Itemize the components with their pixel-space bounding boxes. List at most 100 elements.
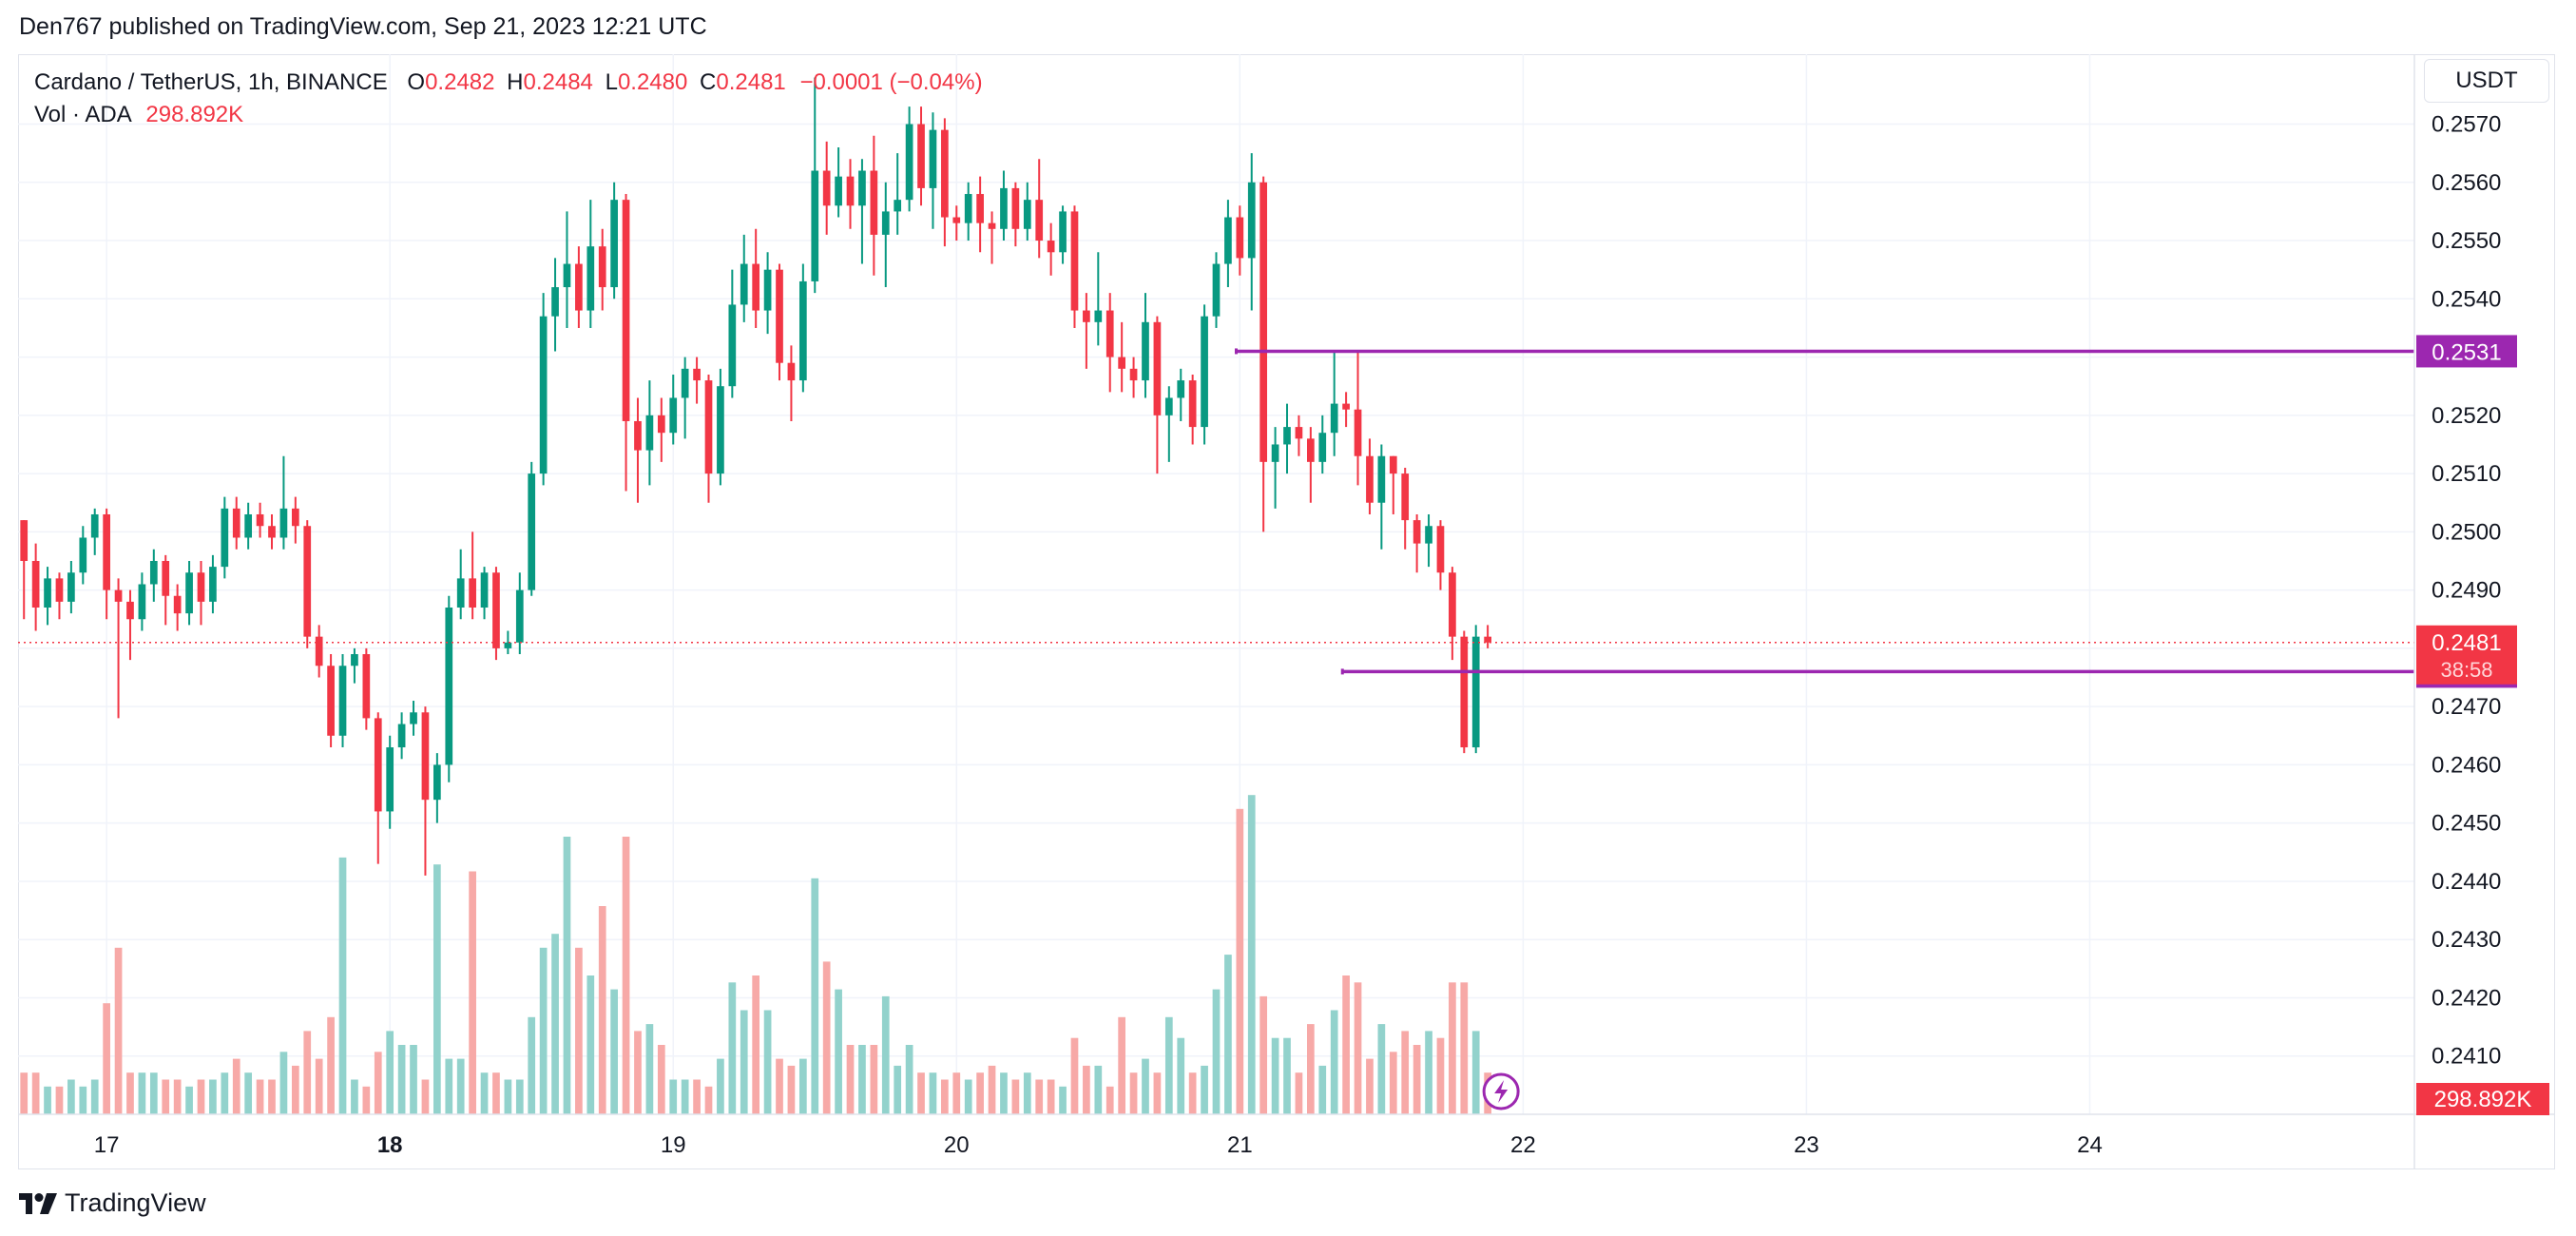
- candle-body: [575, 263, 583, 311]
- candle-body: [138, 584, 146, 620]
- candle-body: [351, 654, 358, 666]
- candle-body: [693, 368, 701, 381]
- volume-bar: [173, 1079, 182, 1114]
- volume-bar: [244, 1072, 253, 1114]
- candle-body: [551, 287, 559, 317]
- open-key: O: [407, 69, 426, 95]
- volume-bar: [126, 1072, 134, 1114]
- candle-body: [787, 362, 796, 381]
- volume-bar: [717, 1058, 724, 1114]
- candle-body: [386, 747, 394, 812]
- volume-bar: [894, 1065, 902, 1114]
- volume-bar: [197, 1079, 205, 1114]
- volume-bar: [1164, 1016, 1173, 1114]
- candle-body: [149, 560, 158, 585]
- volume-bar: [610, 989, 618, 1114]
- volume-bar: [232, 1058, 240, 1114]
- y-tick-label: 0.2410: [2432, 1044, 2501, 1070]
- x-tick-label: 17: [94, 1132, 120, 1158]
- close-key: C: [700, 69, 717, 95]
- volume-bar: [693, 1079, 701, 1114]
- candle-body: [480, 572, 489, 608]
- candle-body: [44, 578, 51, 608]
- volume-bar: [20, 1072, 29, 1114]
- candle-body: [469, 578, 476, 608]
- x-tick-label: 18: [377, 1132, 403, 1158]
- level-lines[interactable]: [18, 348, 2414, 1110]
- tradingview-logo[interactable]: TradingView: [19, 1188, 206, 1218]
- volume-bar: [1105, 1086, 1114, 1114]
- candle-body: [752, 263, 760, 311]
- candle-body: [338, 666, 347, 736]
- currency-button[interactable]: USDT: [2424, 59, 2549, 103]
- candle-body: [410, 712, 417, 724]
- ohlc-row: Cardano / TetherUS, 1h, BINANCE O0.2482 …: [34, 67, 983, 99]
- candle-body: [858, 170, 866, 206]
- candle-body: [1188, 380, 1197, 428]
- volume-bar: [1188, 1072, 1197, 1114]
- candle-body: [1377, 455, 1386, 503]
- candle-body: [1354, 409, 1362, 456]
- volume-bar: [881, 995, 890, 1114]
- candle-body: [1000, 187, 1008, 229]
- volume-bar: [917, 1072, 925, 1114]
- volume-bar: [740, 1010, 748, 1114]
- volume-bar: [1011, 1079, 1020, 1114]
- volume-bar: [445, 1058, 453, 1114]
- volume-bar: [1083, 1065, 1090, 1114]
- volume-bar: [1271, 1037, 1279, 1114]
- y-tick-label: 0.2450: [2432, 811, 2501, 837]
- candle-body: [456, 578, 465, 608]
- volume-label[interactable]: Vol · ADA: [34, 102, 132, 127]
- candle-body: [90, 513, 99, 538]
- y-tick-label: 0.2490: [2432, 578, 2501, 604]
- volume-bar: [114, 947, 123, 1114]
- volume-value: 298.892K: [145, 102, 244, 127]
- candle-body: [445, 608, 453, 765]
- volume-bar: [1212, 989, 1221, 1114]
- candle-body: [1153, 321, 1162, 415]
- candle-body: [1164, 397, 1173, 415]
- volume-bar: [798, 1058, 807, 1114]
- candle-body: [681, 368, 689, 398]
- volume-bar: [492, 1072, 500, 1114]
- candle-body: [79, 537, 87, 573]
- volume-tag-text: 298.892K: [2434, 1087, 2532, 1112]
- candle-body: [1247, 182, 1256, 259]
- volume-tag: [2416, 1083, 2549, 1115]
- candle-body: [1484, 636, 1491, 643]
- volume-bar: [374, 1052, 382, 1114]
- candle-body: [563, 263, 571, 288]
- volume-bar: [221, 1072, 229, 1114]
- candle-body: [291, 508, 299, 527]
- candle-body: [610, 200, 618, 288]
- y-tick-label: 0.2500: [2432, 519, 2501, 545]
- candle-body: [1271, 444, 1279, 462]
- candle-body: [1295, 427, 1303, 439]
- volume-bar: [504, 1079, 512, 1114]
- chart-legend: Cardano / TetherUS, 1h, BINANCE O0.2482 …: [34, 67, 983, 131]
- candle-body: [209, 567, 217, 602]
- volume-bar: [31, 1072, 40, 1114]
- volume-bar: [1366, 1058, 1374, 1114]
- candles: [20, 77, 1491, 876]
- candle-body: [740, 263, 748, 305]
- candle-body: [952, 217, 961, 223]
- volume-bar: [1471, 1031, 1480, 1114]
- candle-body: [173, 595, 182, 614]
- candle-body: [1083, 310, 1090, 322]
- x-tick-label: 20: [944, 1132, 970, 1158]
- volume-bar: [941, 1079, 949, 1114]
- candle-body: [1330, 403, 1338, 434]
- volume-bar: [1094, 1065, 1103, 1114]
- y-tick-label: 0.2540: [2432, 286, 2501, 312]
- volume-bar: [421, 1079, 430, 1114]
- symbol-label[interactable]: Cardano / TetherUS, 1h, BINANCE: [34, 69, 388, 95]
- volume-bar: [964, 1079, 972, 1114]
- candle-body: [197, 572, 205, 602]
- candle-body: [362, 654, 371, 719]
- candle-body: [126, 601, 134, 620]
- volume-bar: [1318, 1065, 1327, 1114]
- volume-bar: [539, 947, 548, 1114]
